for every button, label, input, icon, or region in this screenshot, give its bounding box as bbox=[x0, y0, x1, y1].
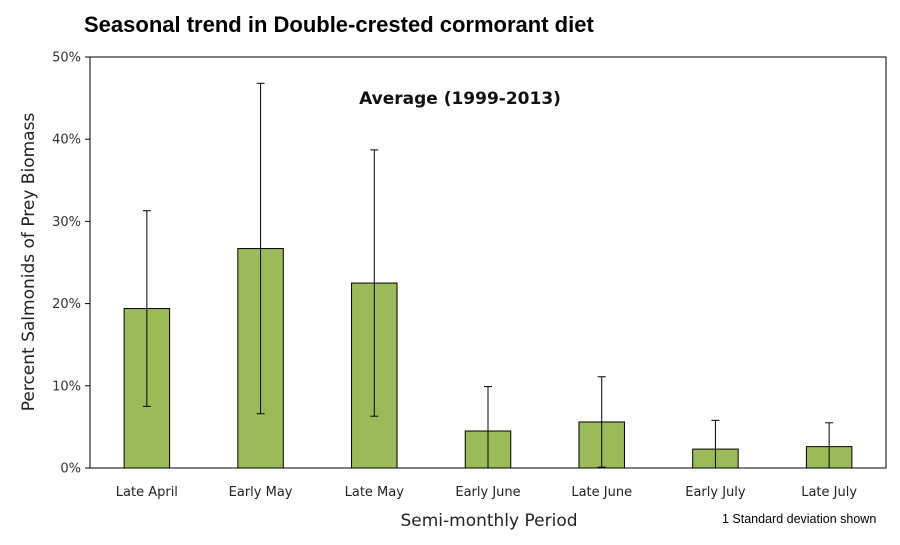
x-category-label: Late April bbox=[116, 485, 178, 500]
y-tick-label: 20% bbox=[52, 297, 81, 312]
y-tick-label: 30% bbox=[52, 215, 81, 230]
y-tick-label: 50% bbox=[52, 51, 81, 66]
page-title: Seasonal trend in Double-crested cormora… bbox=[84, 12, 594, 37]
x-axis-title: Semi-monthly Period bbox=[400, 511, 577, 531]
y-tick-label: 40% bbox=[52, 133, 81, 148]
y-axis-title: Percent Salmonids of Prey Biomass bbox=[19, 113, 39, 412]
x-category-label: Late June bbox=[571, 485, 632, 500]
y-tick-label: 0% bbox=[60, 462, 81, 477]
x-category-label: Early May bbox=[229, 485, 293, 500]
chart-annotation: Average (1999-2013) bbox=[359, 89, 561, 109]
y-axis-ticks: 0% 10% 20% 30% 40% 50% bbox=[52, 51, 90, 477]
x-category-label: Early July bbox=[685, 485, 746, 500]
x-category-label: Late July bbox=[801, 485, 857, 500]
y-tick-label: 10% bbox=[52, 379, 81, 394]
x-axis-category-labels: Late April Early May Late May Early June Lat… bbox=[116, 485, 858, 500]
footnote: 1 Standard deviation shown bbox=[722, 512, 877, 526]
error-bars bbox=[142, 82, 834, 469]
plot-area-frame bbox=[89, 56, 887, 469]
x-category-label: Early June bbox=[455, 485, 520, 500]
x-category-label: Late May bbox=[345, 485, 405, 500]
